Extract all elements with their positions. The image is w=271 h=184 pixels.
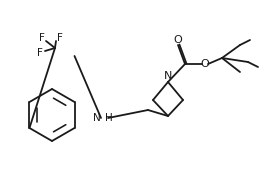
Text: N: N: [164, 71, 172, 81]
Text: H: H: [105, 113, 113, 123]
Text: O: O: [174, 35, 182, 45]
Text: O: O: [201, 59, 209, 69]
Text: F: F: [37, 48, 43, 58]
Text: N: N: [93, 113, 101, 123]
Text: F: F: [39, 33, 45, 43]
Text: F: F: [57, 33, 63, 43]
